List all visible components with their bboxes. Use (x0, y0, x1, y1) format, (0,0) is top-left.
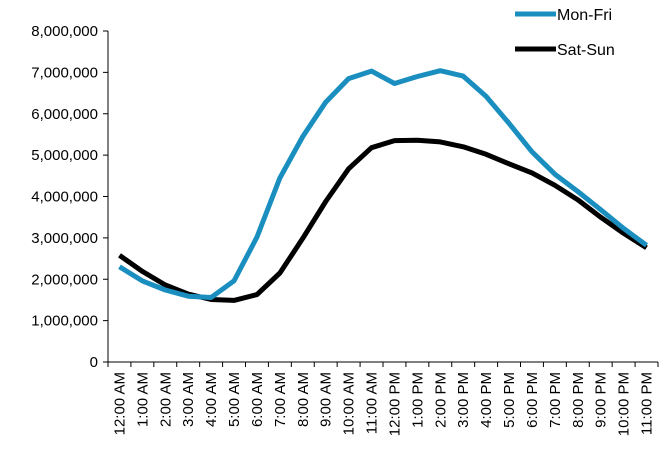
x-tick-label: 6:00 AM (249, 372, 266, 427)
x-tick-label: 5:00 AM (226, 372, 243, 427)
x-tick-label: 1:00 AM (134, 372, 151, 427)
x-tick-label: 3:00 AM (180, 372, 197, 427)
x-tick-label: 5:00 PM (501, 372, 518, 428)
y-tick-label: 0 (90, 354, 98, 371)
series-line-mon-fri (118, 68, 648, 300)
legend-label: Mon-Fri (557, 7, 612, 24)
legend: Mon-Fri Sat-Sun (515, 7, 615, 59)
y-tick-label: 6,000,000 (31, 106, 98, 123)
series-lines (118, 68, 648, 303)
x-tick-label: 9:00 PM (593, 372, 610, 428)
y-tick-label: 5,000,000 (31, 147, 98, 164)
x-axis-ticks: 12:00 AM 1:00 AM 2:00 AM 3:00 AM 4:00 AM 5:00… (107, 362, 659, 436)
x-tick-label: 9:00 AM (318, 372, 335, 427)
x-tick-label: 4:00 PM (478, 372, 495, 428)
x-tick-label: 6:00 PM (524, 372, 541, 428)
series-line-sat-sun (118, 137, 648, 303)
y-axis-ticks: 0 1,000,000 2,000,000 3,000,000 4,000,000 5,0… (31, 23, 108, 371)
x-tick-label: 10:00 PM (616, 372, 633, 436)
x-tick-label: 3:00 PM (455, 372, 472, 428)
y-tick-label: 3,000,000 (31, 230, 98, 247)
x-tick-label: 10:00 AM (341, 372, 358, 435)
x-tick-label: 2:00 AM (157, 372, 174, 427)
y-tick-label: 2,000,000 (31, 271, 98, 288)
x-tick-label: 7:00 PM (547, 372, 564, 428)
x-tick-label: 2:00 PM (432, 372, 449, 428)
y-tick-label: 7,000,000 (31, 64, 98, 81)
x-tick-label: 8:00 AM (295, 372, 312, 427)
legend-label: Sat-Sun (557, 42, 615, 59)
x-tick-label: 4:00 AM (203, 372, 220, 427)
x-tick-label: 11:00 PM (639, 372, 656, 435)
x-tick-label: 7:00 AM (272, 372, 289, 427)
y-tick-label: 1,000,000 (31, 313, 98, 330)
x-tick-label: 1:00 PM (409, 372, 426, 428)
x-tick-label: 12:00 AM (111, 372, 128, 435)
x-tick-label: 8:00 PM (570, 372, 587, 428)
y-tick-label: 8,000,000 (31, 23, 98, 40)
x-tick-label: 11:00 AM (364, 372, 381, 434)
x-tick-label: 12:00 PM (386, 372, 403, 436)
y-tick-label: 4,000,000 (31, 189, 98, 206)
